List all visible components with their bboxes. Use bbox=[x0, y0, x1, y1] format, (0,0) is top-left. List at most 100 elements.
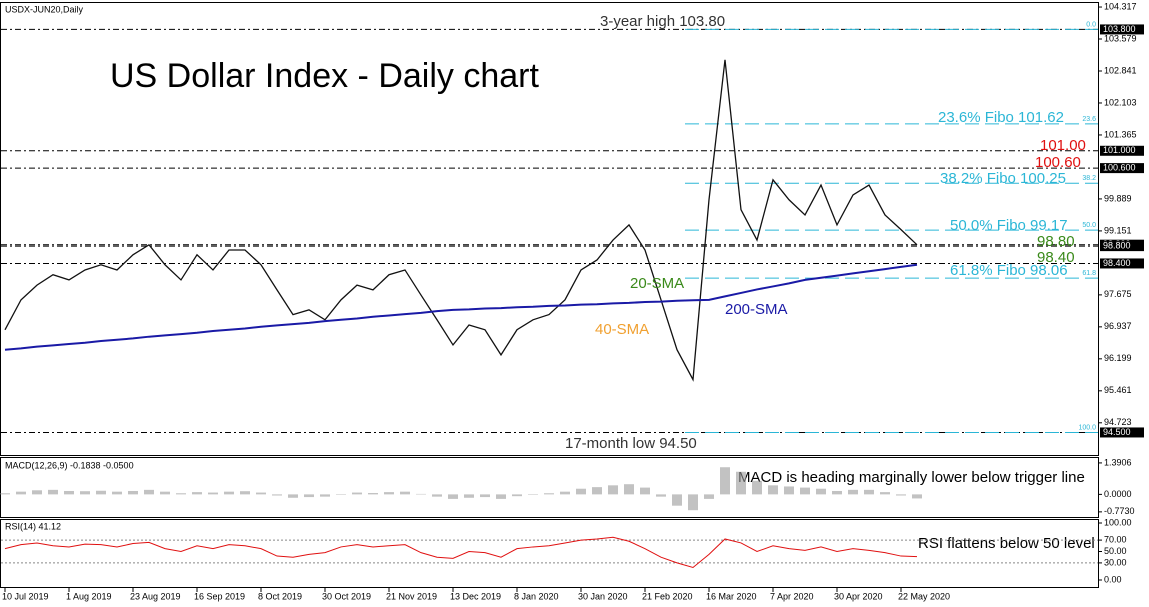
macd-bar bbox=[560, 491, 570, 495]
level-label: 101.000 bbox=[1103, 145, 1136, 155]
rsi-line bbox=[4, 536, 918, 569]
macd-bar bbox=[192, 492, 202, 495]
macd-bar bbox=[736, 471, 746, 495]
annotation: 200-SMA bbox=[725, 301, 788, 318]
level-label: 98.800 bbox=[1103, 240, 1131, 250]
x-tick-label: 16 Mar 2020 bbox=[706, 591, 757, 601]
fibo-ratio: 61.8 bbox=[1082, 270, 1096, 277]
y-tick-label: 104.317 bbox=[1104, 1, 1137, 11]
x-tick-label: 30 Apr 2020 bbox=[834, 591, 883, 601]
macd-bar bbox=[816, 488, 826, 495]
x-tick-label: 16 Sep 2019 bbox=[194, 591, 245, 601]
macd-bar bbox=[528, 494, 538, 495]
fibo-ratio: 100.0 bbox=[1078, 424, 1096, 431]
macd-bar bbox=[544, 493, 554, 495]
macd-bar bbox=[368, 493, 378, 495]
macd-bar bbox=[496, 494, 506, 499]
macd-bar bbox=[832, 490, 842, 495]
x-tick-label: 8 Jan 2020 bbox=[514, 591, 559, 601]
level-label: 98.400 bbox=[1103, 258, 1131, 268]
annotation: 38.2% Fibo 100.25 bbox=[940, 170, 1066, 187]
y-tick-label: 1.3906 bbox=[1104, 457, 1132, 467]
x-tick-label: 22 May 2020 bbox=[898, 591, 950, 601]
macd-bar bbox=[400, 491, 410, 495]
annotation: 17-month low 94.50 bbox=[565, 435, 697, 452]
y-tick-label: 97.675 bbox=[1104, 289, 1132, 299]
macd-bar bbox=[448, 494, 458, 499]
macd-bar bbox=[240, 491, 250, 495]
annotation: 40-SMA bbox=[595, 321, 649, 338]
annotation: 3-year high 103.80 bbox=[600, 13, 725, 30]
macd-bar bbox=[672, 494, 682, 506]
macd-bar bbox=[80, 491, 90, 495]
level-label: 100.600 bbox=[1103, 162, 1136, 172]
y-tick-label: 102.103 bbox=[1104, 97, 1137, 107]
macd-bar bbox=[32, 490, 42, 495]
x-tick-label: 13 Dec 2019 bbox=[450, 591, 501, 601]
level-box bbox=[1100, 145, 1144, 156]
symbol-label: USDX-JUN20,Daily bbox=[5, 4, 84, 14]
x-tick-label: 23 Aug 2019 bbox=[130, 591, 181, 601]
level-box bbox=[1100, 241, 1144, 252]
macd-panel bbox=[0, 457, 1099, 518]
y-tick-label: 95.461 bbox=[1104, 385, 1132, 395]
macd-bar bbox=[128, 490, 138, 495]
macd-bar bbox=[848, 489, 858, 495]
price-line bbox=[4, 263, 918, 351]
y-tick-label: 102.841 bbox=[1104, 65, 1137, 75]
macd-bar bbox=[608, 485, 618, 495]
macd-title: MACD(12,26,9) -0.1838 -0.0500 bbox=[5, 460, 134, 470]
y-tick-label: 101.365 bbox=[1104, 129, 1137, 139]
macd-bar bbox=[784, 486, 794, 495]
macd-bar bbox=[912, 494, 922, 499]
macd-bar bbox=[592, 487, 602, 495]
rsi-annotation: RSI flattens below 50 level bbox=[918, 535, 1095, 552]
macd-bar bbox=[768, 485, 778, 495]
y-tick-label: 30.00 bbox=[1104, 557, 1127, 567]
x-tick-label: 7 Apr 2020 bbox=[770, 591, 814, 601]
macd-bar bbox=[432, 494, 442, 497]
macd-bar bbox=[208, 492, 218, 495]
macd-bar bbox=[176, 493, 186, 495]
macd-bar bbox=[0, 493, 10, 495]
y-tick-label: 103.579 bbox=[1104, 33, 1137, 43]
macd-bar bbox=[272, 494, 282, 496]
macd-bar bbox=[704, 494, 714, 499]
fibo-ratio: 23.6 bbox=[1082, 116, 1096, 123]
macd-bar bbox=[64, 490, 74, 495]
y-tick-label: 70.00 bbox=[1104, 534, 1127, 544]
macd-bar bbox=[16, 491, 26, 495]
macd-bar bbox=[480, 494, 490, 498]
y-tick-label: 0.00 bbox=[1104, 574, 1122, 584]
macd-bar bbox=[48, 489, 58, 495]
x-tick-label: 1 Aug 2019 bbox=[66, 591, 112, 601]
macd-bar bbox=[896, 494, 906, 496]
rsi-title: RSI(14) 41.12 bbox=[5, 521, 61, 531]
macd-bar bbox=[336, 494, 346, 495]
annotation: 101.00 bbox=[1040, 137, 1086, 154]
x-tick-label: 21 Feb 2020 bbox=[642, 591, 693, 601]
x-tick-label: 10 Jul 2019 bbox=[2, 591, 49, 601]
macd-bar bbox=[720, 467, 730, 495]
x-tick-label: 21 Nov 2019 bbox=[386, 591, 437, 601]
level-box bbox=[1100, 163, 1144, 174]
price-line bbox=[4, 59, 918, 382]
macd-bar bbox=[112, 491, 122, 495]
y-tick-label: 96.937 bbox=[1104, 321, 1132, 331]
level-box bbox=[1100, 258, 1144, 269]
macd-bar bbox=[800, 487, 810, 495]
macd-bar bbox=[304, 494, 314, 498]
macd-bar bbox=[144, 489, 154, 495]
macd-bar bbox=[320, 494, 330, 497]
y-tick-label: -0.7730 bbox=[1104, 506, 1135, 516]
annotation: 61.8% Fibo 98.06 bbox=[950, 262, 1068, 279]
y-tick-label: 99.151 bbox=[1104, 225, 1132, 235]
macd-bar bbox=[160, 491, 170, 495]
rsi-panel bbox=[0, 519, 1099, 588]
macd-bar bbox=[752, 480, 762, 495]
level-box bbox=[1100, 24, 1144, 35]
macd-bar bbox=[880, 492, 890, 495]
annotation: 100.60 bbox=[1035, 154, 1081, 171]
macd-bar bbox=[576, 488, 586, 495]
